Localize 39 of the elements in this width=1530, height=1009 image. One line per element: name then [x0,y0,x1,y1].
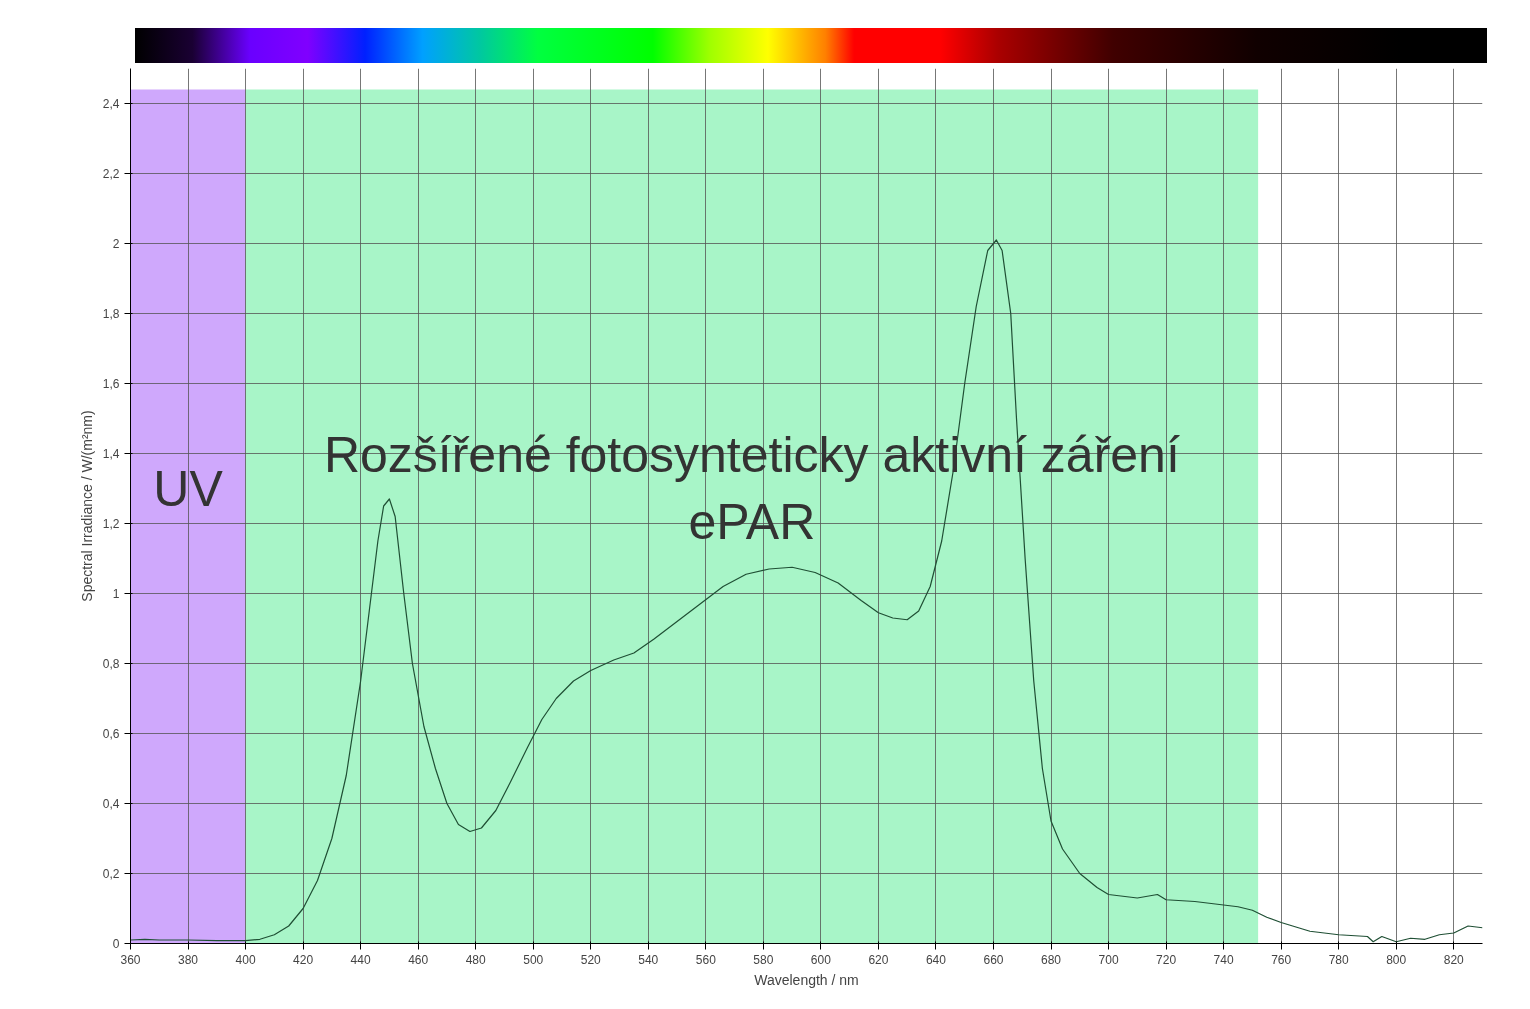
x-tick-label: 640 [925,952,947,967]
y-tick-label: 2,2 [102,167,120,181]
x-tick-label: 820 [1443,952,1465,967]
x-tick-label: 500 [523,952,544,967]
x-tick-label: 720 [1156,952,1177,967]
x-tick-label: 760 [1271,952,1292,967]
x-tick-label: 420 [293,952,314,967]
x-axis-title: Wavelength / nm [754,971,859,988]
x-tick-label: 360 [120,952,141,967]
x-tick-label: 400 [235,952,256,967]
x-tick-label: 780 [1328,952,1350,967]
y-axis-title: Spectral Irradiance / W/(m²nm) [78,410,95,602]
y-tick-label: 0 [112,937,120,951]
x-tick-label: 460 [408,952,429,967]
y-tick-label: 1,2 [102,517,120,531]
x-tick-label: 620 [868,952,889,967]
x-tick-label: 660 [983,952,1004,967]
x-tick-label: 480 [465,952,487,967]
x-tick-label: 440 [350,952,371,967]
y-tick-label: 0,6 [102,727,120,741]
x-tick-label: 560 [695,952,717,967]
x-tick-label: 700 [1098,952,1119,967]
y-tick-label: 2 [112,237,120,251]
y-tick-label: 0,2 [102,867,120,881]
x-tick-label: 680 [1041,952,1062,967]
y-tick-label: 1 [112,587,120,601]
x-tick-label: 740 [1213,952,1234,967]
x-tick-label: 580 [753,952,774,967]
x-tick-label: 540 [638,952,659,967]
x-tick-label: 380 [178,952,199,967]
x-tick-label: 800 [1386,952,1407,967]
y-tick-label: 0,8 [102,657,120,671]
x-tick-label: 600 [810,952,832,967]
y-tick-label: 2,4 [102,97,120,111]
x-tick-label: 520 [580,952,602,967]
y-tick-label: 1,8 [102,307,120,321]
y-tick-label: 1,6 [102,377,120,391]
y-tick-label: 0,4 [102,797,120,811]
y-tick-label: 1,4 [102,447,120,461]
